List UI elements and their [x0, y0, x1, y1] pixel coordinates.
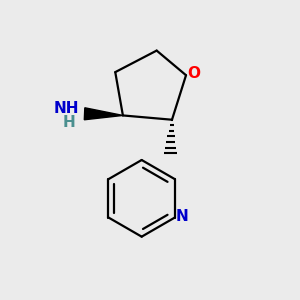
Text: NH: NH [53, 101, 79, 116]
Text: H: H [62, 115, 75, 130]
Text: O: O [187, 66, 200, 81]
Text: N: N [175, 209, 188, 224]
Polygon shape [84, 108, 123, 120]
